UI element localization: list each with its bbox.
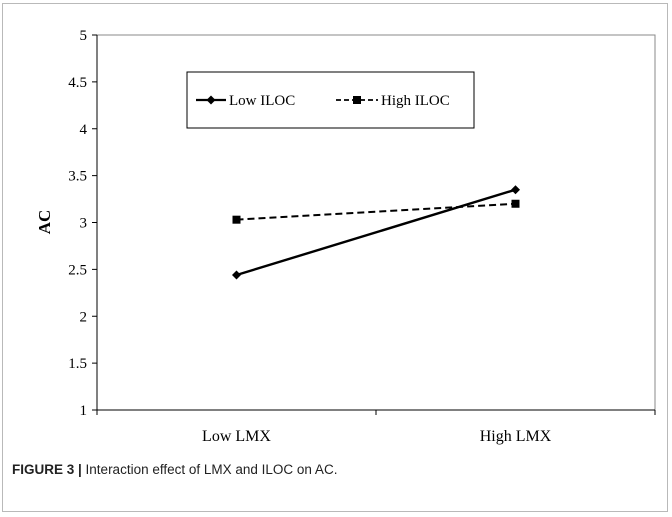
series-layer	[232, 185, 520, 280]
y-tick-label: 4	[80, 122, 88, 138]
legend-marker-high-iloc	[353, 96, 361, 104]
y-tick-label: 3	[80, 216, 88, 232]
data-point-low-iloc	[232, 270, 241, 280]
legend-label-low-iloc: Low ILOC	[229, 93, 295, 109]
x-ticks: Low LMX High LMX	[96, 410, 656, 445]
y-ticks: 1 1.5 2 2.5 3 3.5 4 4.5 5	[68, 28, 97, 419]
figure-caption-label: FIGURE 3 |	[12, 462, 82, 477]
data-point-low-iloc	[511, 185, 520, 195]
figure-caption-text: Interaction effect of LMX and ILOC on AC…	[81, 462, 338, 477]
data-point-high-iloc	[232, 215, 241, 224]
y-tick-label: 2.5	[68, 262, 87, 278]
legend-box	[186, 71, 475, 129]
y-tick-label: 5	[80, 28, 88, 44]
y-tick-label: 1.5	[68, 356, 87, 372]
y-axis-label: AC	[35, 210, 54, 235]
legend-marker-low-iloc	[206, 95, 216, 105]
figure-caption: FIGURE 3 | Interaction effect of LMX and…	[12, 462, 337, 477]
series-line-high-iloc	[236, 202, 516, 221]
y-tick-label: 4.5	[68, 75, 87, 91]
y-tick-label: 1	[80, 403, 88, 419]
y-tick-label: 3.5	[68, 169, 87, 185]
x-tick-label: Low LMX	[202, 428, 271, 445]
series-line-low-iloc	[236, 188, 516, 277]
legend: Low ILOC High ILOC	[186, 71, 475, 129]
legend-label-high-iloc: High ILOC	[381, 93, 450, 109]
x-tick-label: High LMX	[480, 428, 552, 445]
data-point-high-iloc	[511, 199, 520, 208]
y-tick-label: 2	[80, 309, 88, 325]
